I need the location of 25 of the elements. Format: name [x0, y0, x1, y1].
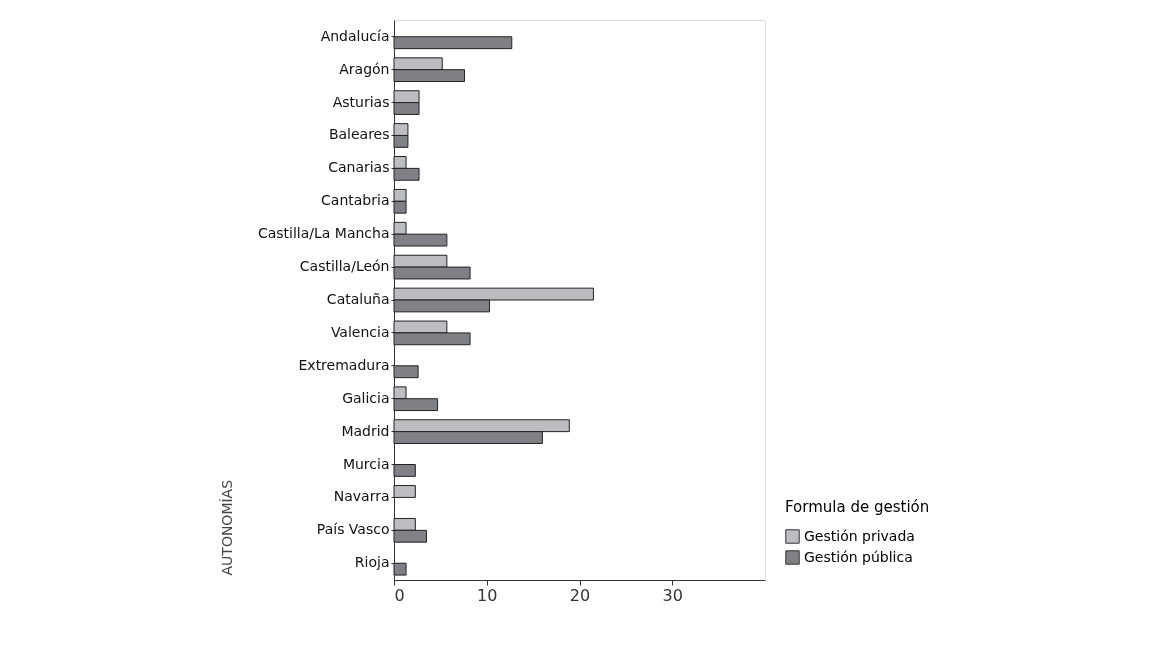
y-tick-label: Madrid — [341, 422, 390, 439]
x-tick-label: 30 — [662, 585, 683, 605]
y-tick-label: Valencia — [330, 323, 390, 340]
y-tick-label: Galicia — [342, 389, 390, 406]
y-tick-label: Navarra — [333, 488, 390, 505]
x-tick-label: 20 — [569, 585, 591, 605]
y-tick-label: Canarias — [328, 159, 390, 176]
y-tick-label: Murcia — [342, 455, 390, 472]
y-tick-label: Cantabria — [321, 192, 390, 209]
y-axis-title: AUTONOMÍAS — [218, 479, 235, 576]
y-tick-label: Andalucía — [320, 27, 390, 44]
y-tick-label: Rioja — [354, 554, 390, 571]
legend-label: Gestión privada — [804, 527, 915, 544]
legend-label: Gestión pública — [804, 548, 913, 565]
legend-title: Formula de gestión — [785, 498, 930, 516]
y-tick-label: Extremadura — [298, 356, 390, 373]
x-tick-label: 10 — [477, 585, 498, 605]
x-tick-label: 0 — [394, 585, 405, 605]
y-tick-label: Castilla/La Mancha — [257, 225, 390, 242]
y-tick-label: Asturias — [332, 93, 390, 110]
y-tick-label: Castilla/León — [299, 258, 390, 275]
y-tick-label: Baleares — [328, 126, 390, 143]
y-tick-label: País Vasco — [316, 521, 390, 538]
y-tick-label: Aragón — [339, 60, 390, 77]
y-tick-label: Cataluña — [326, 291, 390, 307]
